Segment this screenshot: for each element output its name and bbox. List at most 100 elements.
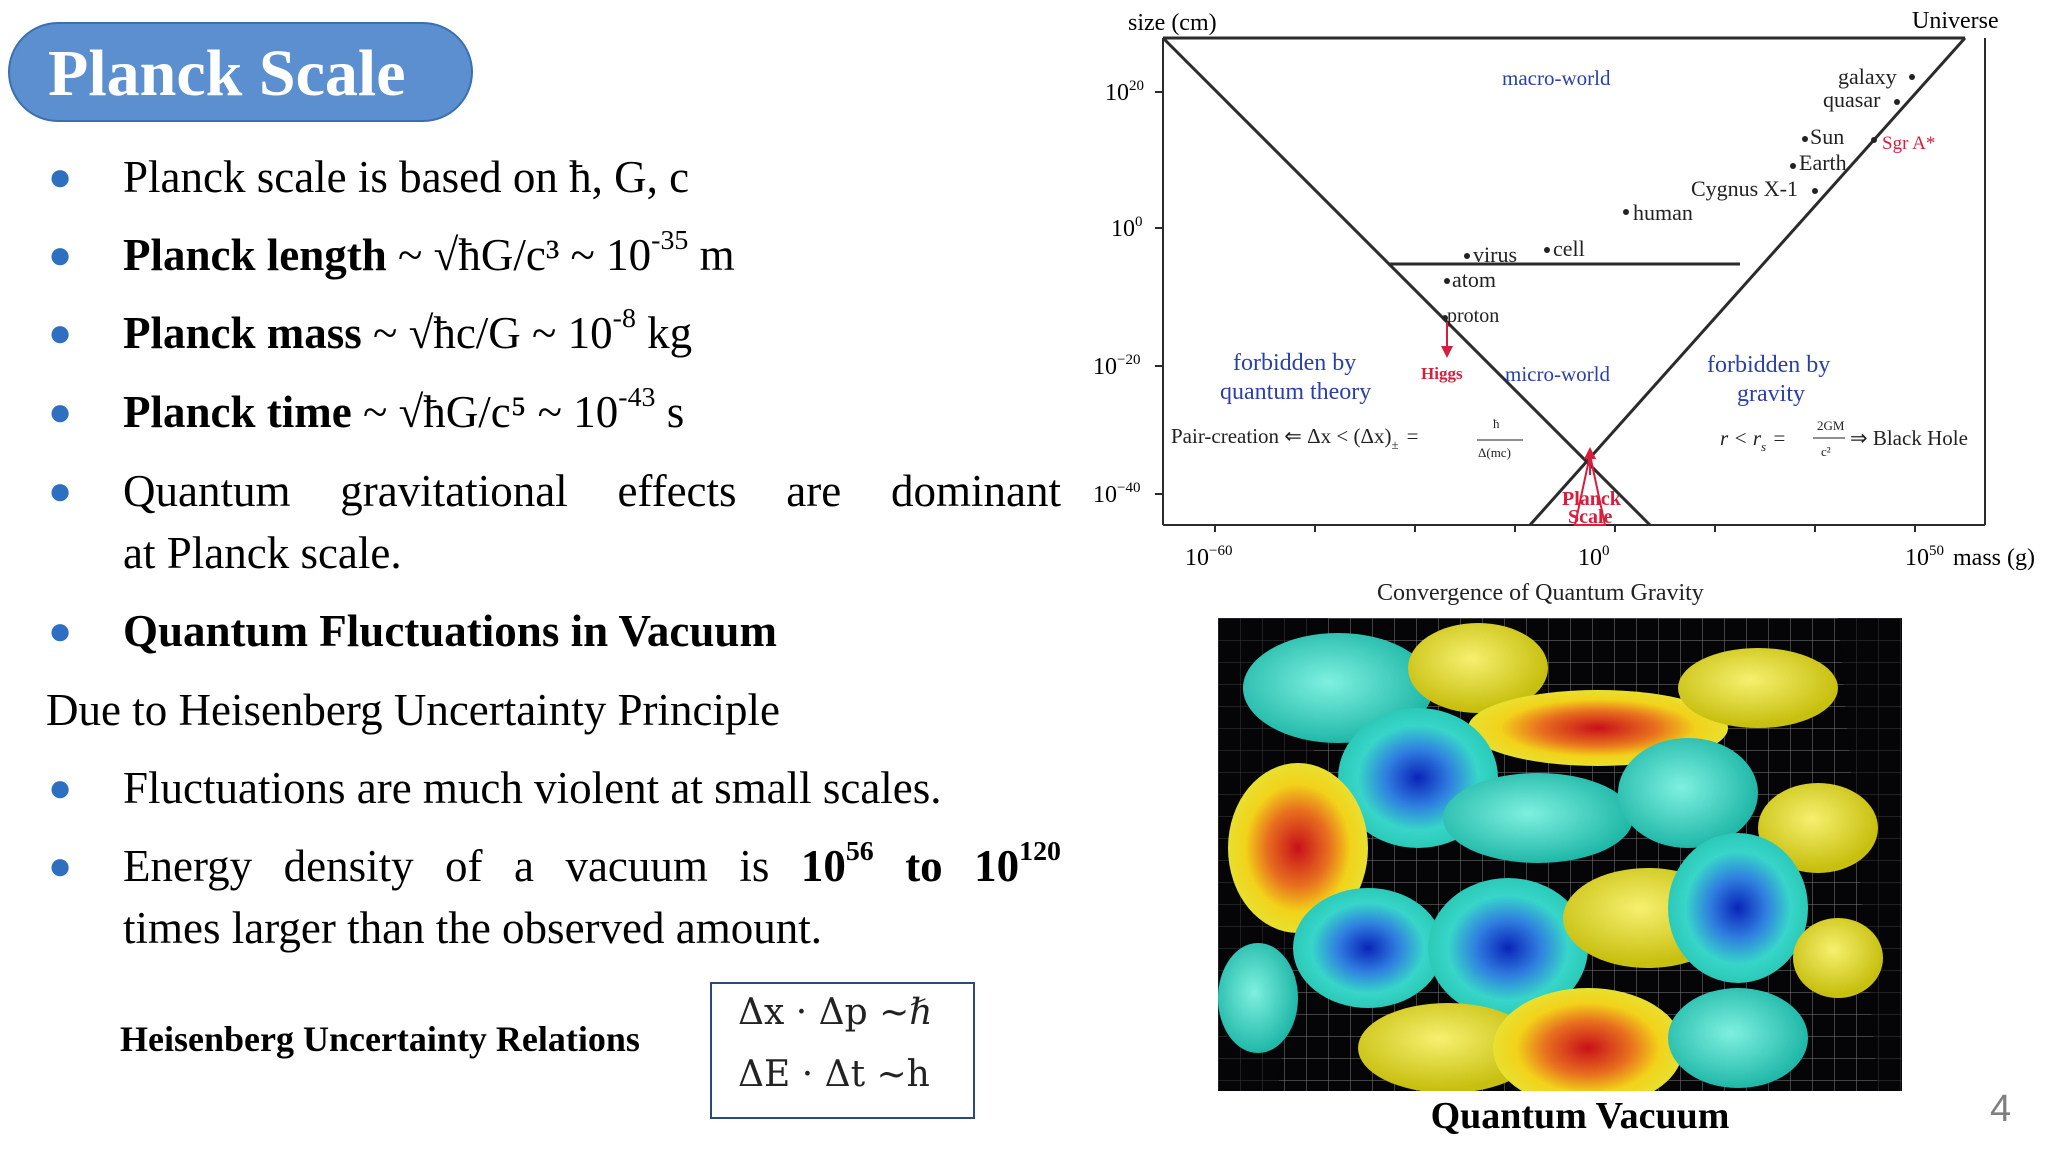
unit: s bbox=[655, 387, 685, 437]
y-tick-label: 10−40 bbox=[1093, 480, 1140, 508]
subheading: Due to Heisenberg Uncertainty Principle bbox=[46, 685, 780, 735]
planck-arrow-icon bbox=[1584, 447, 1596, 459]
bullet-text: Energy density of a vacuum is 1056 to 10… bbox=[123, 836, 1061, 891]
pair-creation-numerator: ħ bbox=[1493, 416, 1500, 431]
quantum-gravity-diagram: size (cm) Universe 1020 100 10−20 10−40 … bbox=[1093, 8, 2035, 606]
cygnus-label: Cygnus X-1 bbox=[1691, 176, 1798, 201]
bullet-text: Planck mass ~ √ħc/G ~ 10-8 kg bbox=[123, 303, 692, 363]
x-axis-label: mass (g) bbox=[1953, 545, 2035, 571]
planck-scale-label: Planck bbox=[1562, 488, 1622, 510]
planck-scale-label-2: Scale bbox=[1568, 506, 1613, 528]
diagram-caption: Convergence of Quantum Gravity bbox=[1377, 580, 1704, 606]
boundary-lines bbox=[1161, 36, 1967, 527]
bullet-text: Fluctuations are much violent at small s… bbox=[123, 763, 942, 813]
exponent: -43 bbox=[618, 382, 656, 414]
forbidden-gravity-label-2: gravity bbox=[1737, 381, 1805, 407]
bullet-dot-icon: ● bbox=[48, 844, 73, 888]
bullet-dot-icon: ● bbox=[48, 311, 73, 355]
unit: m bbox=[688, 230, 735, 280]
black-hole-result: ⇒ Black Hole bbox=[1850, 426, 1968, 450]
cygnus-point bbox=[1812, 188, 1818, 194]
galaxy-point bbox=[1909, 74, 1915, 80]
relation-equation: ΔE · Δt ~h bbox=[738, 1054, 930, 1095]
quantum-boundary-line bbox=[1161, 36, 1652, 527]
unit: kg bbox=[635, 308, 693, 358]
x-tick-label: 1050 bbox=[1905, 543, 1944, 571]
human-point bbox=[1623, 209, 1629, 215]
pair-creation-formula: Pair-creation ⇐ Δx < (Δx)± = bbox=[1171, 424, 1418, 452]
vacuum-caption: Quantum Vacuum bbox=[1430, 1095, 1730, 1137]
sun-point bbox=[1802, 136, 1808, 142]
bullet-text: Planck time ~ √ħG/c⁵ ~ 10-43 s bbox=[123, 382, 684, 442]
sgr-point bbox=[1871, 137, 1877, 143]
relations-box: Δx · Δp ~ℏ ΔE · Δt ~h bbox=[710, 982, 975, 1119]
micro-world-label: micro-world bbox=[1505, 362, 1610, 386]
y-tick-label: 100 bbox=[1111, 214, 1143, 242]
bullet-dot-icon: ● bbox=[48, 609, 73, 653]
y-tick-label: 1020 bbox=[1105, 78, 1144, 106]
bullet-dot-icon: ● bbox=[48, 233, 73, 277]
black-hole-formula: r < rs = bbox=[1720, 426, 1786, 454]
bullet-text: Planck length ~ √ħG/c³ ~ 10-35 m bbox=[123, 225, 735, 285]
pair-creation-denominator: Δ(mc) bbox=[1478, 445, 1511, 460]
black-hole-denominator: c² bbox=[1821, 444, 1831, 459]
atom-label: atom bbox=[1452, 267, 1496, 292]
gravity-boundary-line bbox=[1528, 37, 1967, 526]
bullet-dot-icon: ● bbox=[48, 469, 73, 513]
exponent: -35 bbox=[651, 225, 689, 257]
bullet-item: ● Energy density of a vacuum is 1056 to … bbox=[0, 836, 1070, 966]
object-labels: galaxy quasar Sun Sgr A* Earth Cygnus X-… bbox=[1442, 64, 1935, 327]
higgs-arrow-icon bbox=[1441, 346, 1453, 358]
term: Planck length bbox=[123, 230, 387, 280]
cell-point bbox=[1544, 247, 1550, 253]
universe-label: Universe bbox=[1912, 8, 1999, 34]
x-ticks: 10−60 100 1050 mass (g) bbox=[1185, 525, 2035, 571]
proton-point bbox=[1442, 315, 1448, 321]
formula: ~ √ħG/c⁵ ~ 10 bbox=[351, 387, 619, 437]
earth-label: Earth bbox=[1799, 150, 1847, 175]
higgs-label: Higgs bbox=[1421, 364, 1463, 383]
macro-world-label: macro-world bbox=[1502, 66, 1611, 90]
quantum-vacuum-render bbox=[1218, 618, 1902, 1091]
exponent: -8 bbox=[612, 303, 636, 335]
bullet-item: ● Quantum gravitational effects are domi… bbox=[0, 461, 1070, 591]
y-ticks: 1020 100 10−20 10−40 bbox=[1093, 78, 1163, 508]
formula: ~ √ħc/G ~ 10 bbox=[361, 308, 613, 358]
sgr-label: Sgr A* bbox=[1882, 133, 1935, 154]
bullet-dot-icon: ● bbox=[48, 390, 73, 434]
black-hole-numerator: 2GM bbox=[1817, 418, 1845, 433]
planck-triangle bbox=[1573, 454, 1607, 526]
virus-point bbox=[1464, 253, 1470, 259]
bullet-text-continued: at Planck scale. bbox=[123, 528, 402, 578]
quasar-label: quasar bbox=[1823, 87, 1881, 112]
bullet-text: Quantum gravitational effects are domina… bbox=[123, 466, 1061, 516]
term: Planck mass bbox=[123, 308, 362, 358]
human-label: human bbox=[1633, 200, 1693, 225]
title-banner: Planck Scale bbox=[8, 22, 473, 122]
bullet-text: Quantum Fluctuations in Vacuum bbox=[123, 606, 777, 656]
forbidden-gravity-label: forbidden by bbox=[1707, 352, 1830, 378]
page-number: 4 bbox=[1990, 1088, 2012, 1130]
galaxy-label: galaxy bbox=[1838, 64, 1897, 89]
y-tick-label: 10−20 bbox=[1093, 352, 1140, 380]
forbidden-quantum-label: forbidden by bbox=[1233, 350, 1356, 376]
virus-label: virus bbox=[1473, 242, 1517, 267]
cell-label: cell bbox=[1553, 236, 1585, 261]
bullet-text: Planck scale is based on ħ, G, c bbox=[123, 152, 690, 202]
earth-point bbox=[1790, 163, 1796, 169]
proton-label: proton bbox=[1447, 305, 1499, 327]
term: Planck time bbox=[123, 387, 352, 437]
sun-label: Sun bbox=[1810, 124, 1844, 149]
quasar-point bbox=[1894, 99, 1900, 105]
forbidden-quantum-label-2: quantum theory bbox=[1220, 379, 1371, 405]
x-tick-label: 10−60 bbox=[1185, 543, 1232, 571]
relations-label: Heisenberg Uncertainty Relations bbox=[120, 1019, 640, 1059]
bullet-dot-icon: ● bbox=[48, 766, 73, 810]
relation-equation: Δx · Δp ~ℏ bbox=[738, 992, 933, 1033]
atom-point bbox=[1444, 278, 1450, 284]
bullet-dot-icon: ● bbox=[48, 155, 73, 199]
quantum-vacuum-image bbox=[1218, 618, 1902, 1091]
x-tick-label: 100 bbox=[1578, 543, 1610, 571]
slide-title: Planck Scale bbox=[48, 37, 406, 110]
y-axis-label: size (cm) bbox=[1128, 10, 1217, 36]
